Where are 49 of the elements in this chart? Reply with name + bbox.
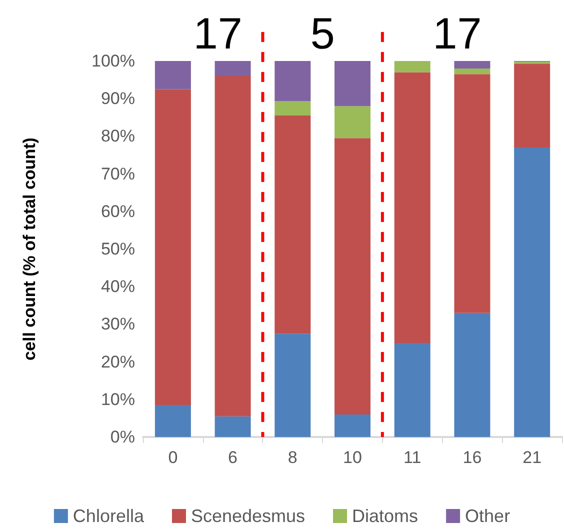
y-tick-label: 80%: [100, 126, 135, 146]
y-tick-label: 70%: [100, 164, 135, 184]
bar: [334, 106, 370, 138]
legend-label: Chlorella: [72, 506, 145, 526]
text: 17: [193, 10, 242, 58]
y-tick-label: 60%: [100, 202, 135, 221]
text: 5: [310, 10, 335, 58]
bar: [274, 334, 311, 437]
x-tick-label: 16: [462, 448, 482, 467]
x-tick-label: 6: [228, 448, 238, 467]
x-tick-label: 21: [522, 448, 542, 467]
bar: [454, 61, 490, 69]
bar: [334, 61, 370, 106]
legend-label: Diatoms: [352, 506, 418, 526]
legend-label: Other: [465, 506, 510, 526]
y-tick-label: 20%: [100, 352, 135, 372]
bar: [334, 414, 370, 437]
bar: [214, 61, 251, 76]
bar: [394, 61, 430, 72]
bar: [214, 76, 251, 416]
bar: [274, 61, 311, 102]
y-tick-label: 50%: [100, 240, 135, 258]
x-tick-label: 11: [404, 448, 422, 467]
bar: [394, 72, 430, 343]
y-axis-title: cell count (% of total count): [20, 138, 39, 360]
x-tick-label: 8: [288, 448, 298, 467]
bar: [514, 147, 550, 437]
bar: [274, 101, 311, 116]
bar: [154, 89, 191, 406]
y-tick-label: 90%: [100, 89, 135, 108]
bar: [514, 64, 550, 148]
y-tick-label: 10%: [100, 390, 135, 409]
bar: [274, 116, 311, 334]
x-tick-label: 0: [168, 448, 178, 467]
bar: [214, 416, 251, 437]
bar: [154, 61, 191, 90]
y-tick-label: 30%: [100, 314, 135, 334]
x-tick-label: 10: [343, 448, 362, 467]
bar: [394, 343, 430, 437]
bar: [454, 68, 490, 74]
bar: [334, 138, 370, 414]
bar: [154, 405, 191, 437]
legend-label: Scenedesmus: [190, 506, 306, 526]
y-tick-label: 100%: [92, 52, 135, 70]
y-tick-label: 0%: [110, 428, 135, 446]
text: 17: [432, 10, 482, 58]
y-tick-label: 40%: [100, 277, 135, 296]
bar: [454, 312, 490, 437]
bar: [454, 74, 490, 313]
